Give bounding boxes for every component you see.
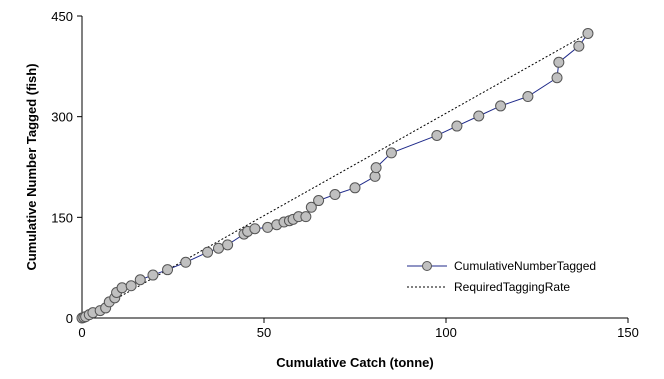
x-axis-title: Cumulative Catch (tonne): [276, 355, 433, 370]
data-point: [431, 129, 443, 141]
data-point: [370, 162, 382, 174]
data-point: [125, 280, 137, 292]
data-point: [305, 201, 317, 213]
x-tick-label: 0: [78, 325, 85, 340]
x-tick-label: 50: [257, 325, 271, 340]
data-point: [349, 182, 361, 194]
data-point: [213, 242, 224, 254]
data-point: [222, 239, 234, 251]
data-point: [147, 269, 159, 281]
data-point: [134, 274, 146, 286]
data-point: [573, 40, 585, 52]
data-point: [522, 91, 534, 103]
data-point: [162, 264, 174, 276]
y-axis-title: Cumulative Number Tagged (fish): [24, 63, 39, 270]
legend-label-cumulative-number-tagged: CumulativeNumberTagged: [454, 259, 596, 273]
y-tick-label: 300: [51, 110, 73, 125]
data-point: [300, 211, 312, 223]
legend-marker-cumulative-number-tagged: [422, 261, 432, 271]
data-point: [582, 27, 594, 39]
data-point: [385, 147, 397, 159]
series-layer: [76, 27, 594, 324]
data-point: [116, 282, 128, 294]
data-point: [551, 72, 563, 84]
legend: CumulativeNumberTagged RequiredTaggingRa…: [400, 252, 625, 302]
data-point: [262, 221, 274, 233]
data-point: [180, 256, 192, 268]
axes: [77, 15, 629, 323]
tick-labels: 0 50 100 150 0 150 300 450: [51, 9, 639, 340]
data-point: [495, 100, 507, 112]
data-point: [249, 223, 261, 235]
x-tick-label: 100: [435, 325, 457, 340]
y-tick-label: 150: [51, 210, 73, 225]
y-tick-label: 0: [66, 311, 73, 326]
data-point: [329, 189, 341, 201]
data-point: [451, 120, 463, 132]
legend-box: [400, 252, 625, 302]
y-tick-label: 450: [51, 9, 73, 24]
legend-label-required-tagging-rate: RequiredTaggingRate: [454, 280, 570, 294]
data-point: [473, 110, 485, 122]
data-point: [553, 56, 565, 68]
data-point: [313, 195, 325, 207]
data-point: [202, 246, 214, 258]
x-tick-label: 150: [617, 325, 639, 340]
